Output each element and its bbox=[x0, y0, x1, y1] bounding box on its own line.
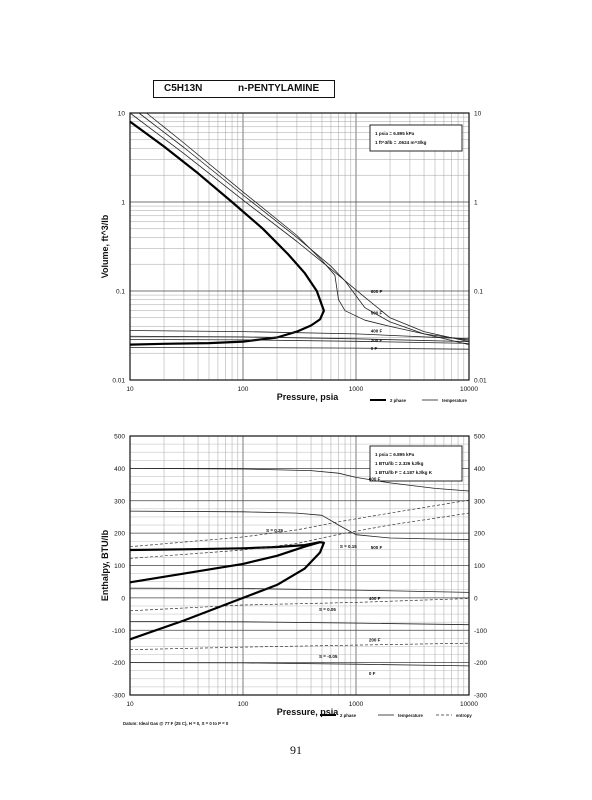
series-line-temperature bbox=[129, 330, 470, 340]
volume-plot bbox=[129, 112, 470, 401]
conversion-note: 1 ft^3/lb = .0624 m^3/kg bbox=[375, 140, 427, 145]
x-tick-label: 10 bbox=[126, 701, 134, 708]
x-tick-label: 1000 bbox=[349, 701, 364, 708]
x-tick-label: 10000 bbox=[460, 701, 478, 708]
y-tick-label: -300 bbox=[112, 693, 125, 700]
y-tick-label-right: 0 bbox=[474, 595, 478, 602]
series-line-2-phase bbox=[129, 541, 321, 552]
y-axis-label: Volume, ft^3/lb bbox=[100, 214, 110, 278]
curve-label: 500 F bbox=[371, 311, 383, 316]
series-line-entropy bbox=[129, 642, 470, 651]
compound-name: n-PENTYLAMINE bbox=[238, 83, 320, 94]
y-tick-label-right: 500 bbox=[474, 434, 485, 441]
enthalpy-plot bbox=[129, 435, 470, 716]
curve-label: S = -0.05 bbox=[319, 654, 338, 659]
series-line-temperature bbox=[129, 335, 470, 342]
conversion-note: 1 psia = 6.895 kPa bbox=[375, 131, 415, 136]
curve-label: 400 F bbox=[369, 596, 381, 601]
curve-label: S = 0.25 bbox=[266, 528, 283, 533]
curve-label: 0 F bbox=[369, 671, 376, 676]
datum-footnote: Datum: Ideal Gas @ 77 F (25 C), H = 0, S… bbox=[123, 721, 229, 726]
conversion-note: 1 BTU/lb = 2.326 kJ/kg bbox=[375, 461, 424, 466]
y-tick-label: 1 bbox=[121, 200, 125, 207]
series-line-temperature bbox=[129, 510, 470, 540]
y-tick-label: 500 bbox=[114, 434, 125, 441]
y-tick-label-right: -300 bbox=[474, 693, 487, 700]
legend-label: temperature bbox=[398, 713, 423, 718]
series-line-entropy bbox=[129, 499, 470, 548]
legend-label: 2 phase bbox=[340, 713, 357, 718]
curve-label: 500 F bbox=[371, 545, 383, 550]
y-tick-label-right: 400 bbox=[474, 466, 485, 473]
plot-frame bbox=[129, 112, 470, 381]
y-tick-label-right: 0.1 bbox=[474, 289, 483, 296]
x-tick-label: 100 bbox=[238, 701, 249, 708]
series-line-temperature bbox=[138, 112, 470, 345]
series-line-temperature bbox=[129, 112, 470, 342]
x-tick-label: 100 bbox=[238, 386, 249, 393]
compound-formula: C5H13N bbox=[164, 83, 203, 94]
x-tick-label: 10000 bbox=[460, 386, 478, 393]
curve-label: 200 F bbox=[369, 637, 381, 642]
y-tick-label: 0.01 bbox=[112, 378, 125, 385]
series-line-temperature bbox=[129, 467, 470, 492]
curve-label: S = 0.15 bbox=[340, 544, 357, 549]
y-tick-label: 0.1 bbox=[116, 289, 125, 296]
series-line-entropy bbox=[129, 512, 470, 559]
curve-label: 600 F bbox=[369, 477, 381, 482]
x-tick-label: 1000 bbox=[349, 386, 364, 393]
y-tick-label-right: 0.01 bbox=[474, 378, 487, 385]
y-tick-label-right: 100 bbox=[474, 563, 485, 570]
legend-label: 2 phase bbox=[390, 398, 407, 403]
y-tick-label: -200 bbox=[112, 660, 125, 667]
x-axis-label: Pressure, psia bbox=[277, 392, 340, 402]
curve-label: S = 0.05 bbox=[319, 607, 336, 612]
conversion-box bbox=[369, 124, 463, 152]
y-tick-label: 0 bbox=[121, 595, 125, 602]
series-line-temperature bbox=[129, 587, 470, 593]
plot-frame bbox=[129, 435, 470, 696]
x-axis-label: Pressure, psia bbox=[277, 707, 340, 717]
curve-label: 600 F bbox=[371, 289, 383, 294]
legend-label: temperature bbox=[442, 398, 467, 403]
compound-title-box: C5H13N n-PENTYLAMINE bbox=[153, 80, 335, 98]
y-tick-label: 10 bbox=[118, 111, 126, 118]
y-tick-label: 100 bbox=[114, 563, 125, 570]
series-line-2-phase bbox=[129, 541, 325, 641]
series-line-temperature bbox=[129, 339, 470, 344]
x-tick-label: 10 bbox=[126, 386, 134, 393]
curve-label: 0 F bbox=[371, 346, 378, 351]
y-tick-label: -100 bbox=[112, 628, 125, 635]
conversion-note: 1 BTU/lb F = 4.187 kJ/kg K bbox=[375, 470, 433, 475]
y-tick-label: 300 bbox=[114, 498, 125, 505]
series-line-2-phase bbox=[129, 120, 325, 346]
series-line-temperature bbox=[129, 621, 470, 626]
legend-label: entropy bbox=[456, 713, 472, 718]
y-tick-label: 400 bbox=[114, 466, 125, 473]
y-tick-label-right: 200 bbox=[474, 531, 485, 538]
series-line-temperature bbox=[129, 662, 470, 667]
series-line-temperature bbox=[129, 347, 470, 350]
series-line-entropy bbox=[129, 598, 470, 612]
curve-label: 400 F bbox=[371, 328, 383, 333]
series-line-temperature bbox=[146, 112, 470, 341]
y-tick-label-right: 300 bbox=[474, 498, 485, 505]
conversion-note: 1 psia = 6.895 kPa bbox=[375, 452, 415, 457]
y-tick-label-right: -100 bbox=[474, 628, 487, 635]
page-number: 91 bbox=[290, 743, 302, 757]
y-tick-label-right: 1 bbox=[474, 200, 478, 207]
conversion-box bbox=[369, 445, 463, 482]
y-tick-label-right: -200 bbox=[474, 660, 487, 667]
y-tick-label-right: 10 bbox=[474, 111, 482, 118]
y-tick-label: 200 bbox=[114, 531, 125, 538]
curve-label: 200 F bbox=[371, 338, 383, 343]
y-axis-label: Enthalpy, BTU/lb bbox=[100, 529, 110, 601]
